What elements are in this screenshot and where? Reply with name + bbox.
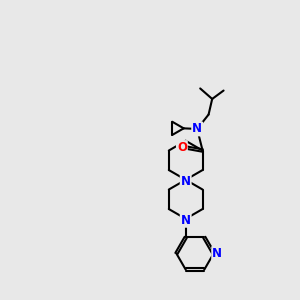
- Text: N: N: [212, 247, 222, 260]
- Text: N: N: [192, 122, 202, 135]
- Text: N: N: [181, 214, 191, 227]
- Text: N: N: [181, 175, 191, 188]
- Text: O: O: [177, 141, 187, 154]
